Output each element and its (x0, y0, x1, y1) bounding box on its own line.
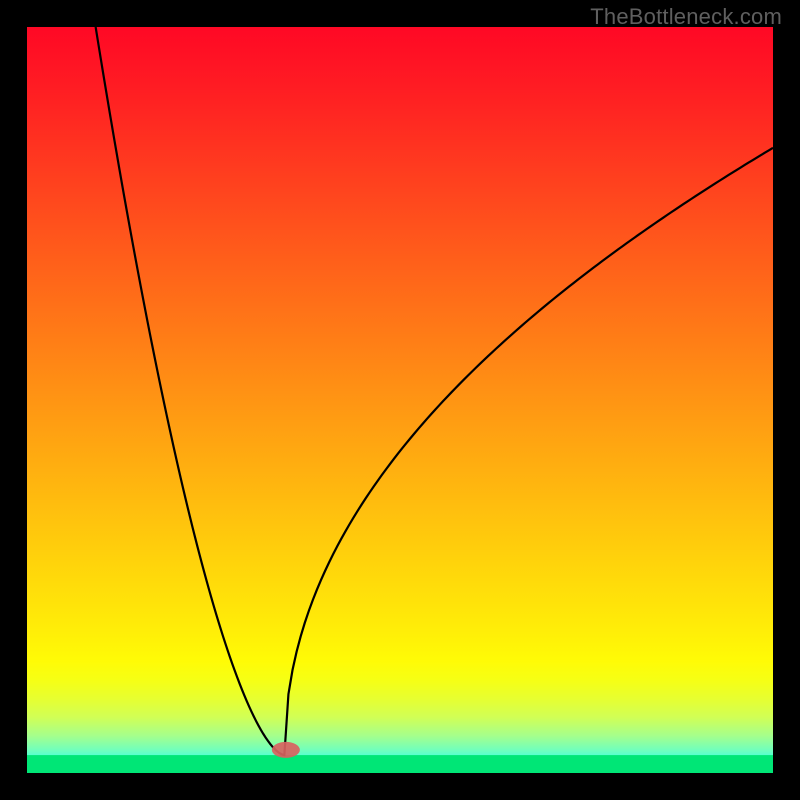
chart-green-band (27, 755, 773, 773)
chart-plot-area (27, 27, 773, 773)
chart-svg (27, 27, 773, 773)
chart-marker (272, 742, 300, 758)
chart-background-gradient (27, 27, 773, 773)
